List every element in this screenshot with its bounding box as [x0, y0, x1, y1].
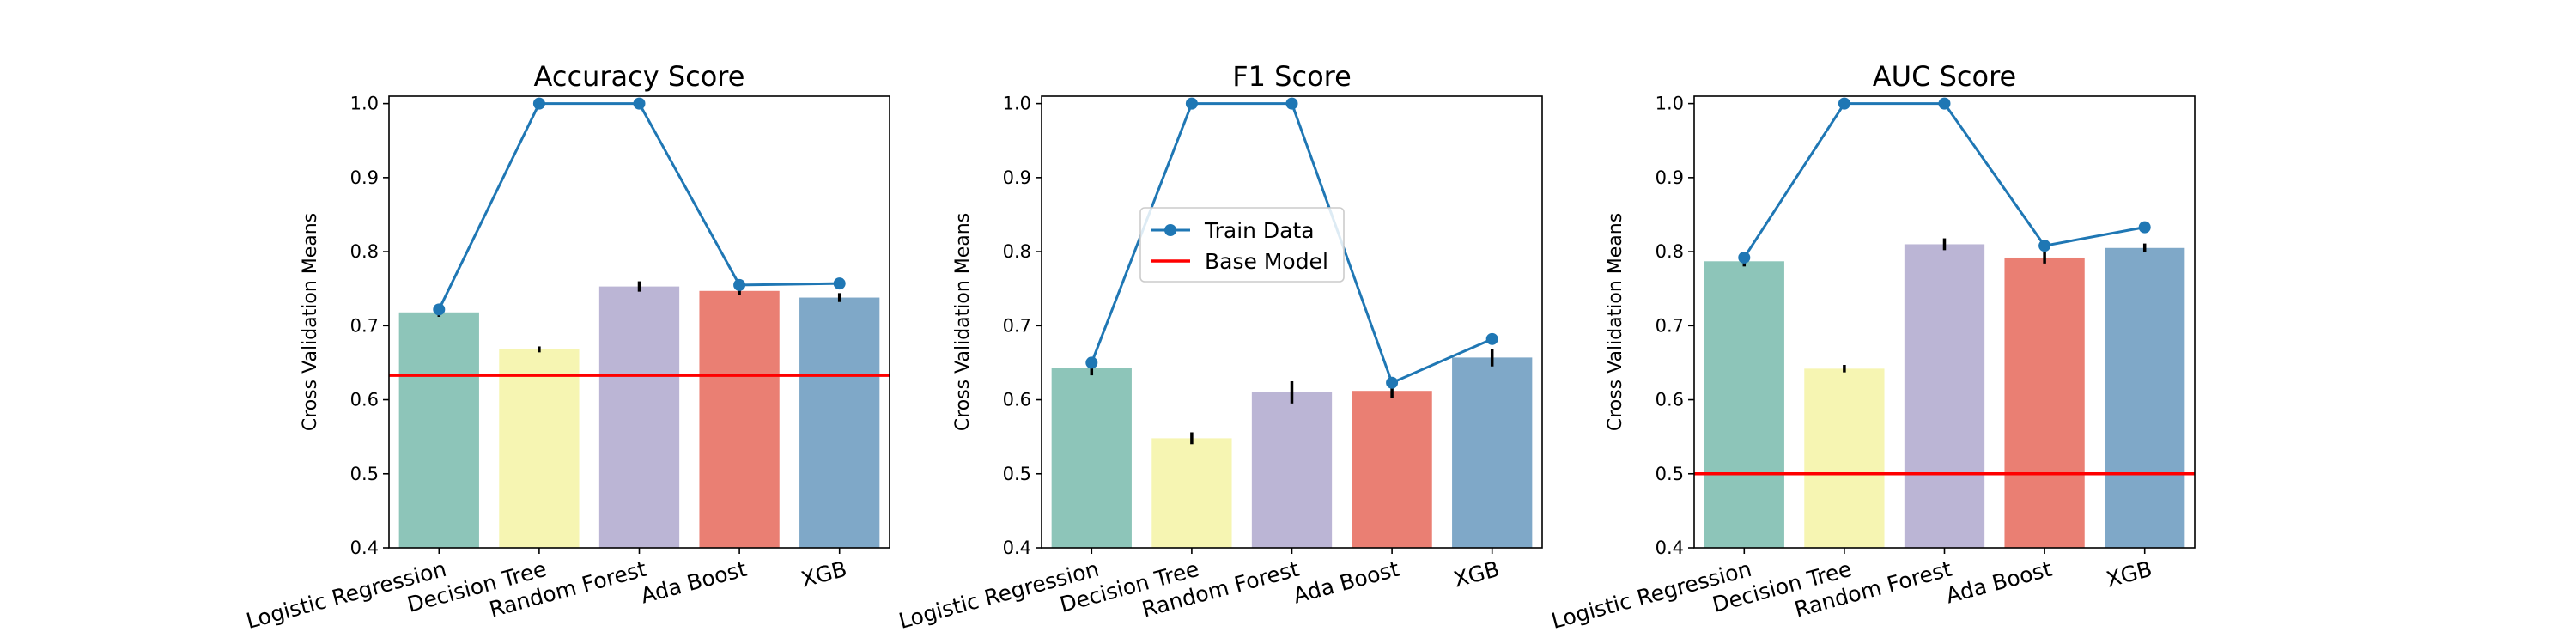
x-tick-label: XGB	[1451, 556, 1502, 592]
y-tick-label: 1.0	[350, 94, 379, 114]
train-data-point	[532, 97, 545, 110]
bar	[1151, 438, 1232, 548]
train-data-point	[1285, 97, 1298, 110]
y-tick-label: 1.0	[1003, 94, 1031, 114]
bar	[1251, 392, 1333, 548]
train-data-point	[1386, 376, 1399, 389]
bar	[2105, 247, 2185, 548]
y-tick-label: 0.8	[1656, 241, 1684, 262]
y-tick-label: 1.0	[1656, 94, 1684, 114]
panel-2: F1 Score Cross Validation Means 0.4 0.5 0.6 0…	[896, 60, 1543, 634]
train-data-point	[1485, 332, 1498, 345]
y-tick-label: 0.8	[1003, 241, 1031, 262]
y-tick-label: 0.6	[1003, 390, 1031, 410]
legend-train-marker	[1164, 224, 1176, 236]
y-tick-label: 0.7	[350, 315, 379, 336]
legend-box	[1139, 207, 1345, 283]
legend-label: Train Data	[1204, 218, 1315, 243]
panel-title: Accuracy Score	[534, 60, 745, 93]
bar	[1352, 391, 1432, 548]
train-data-line	[1743, 102, 2145, 258]
x-tick-label: Ada Boost	[1291, 556, 1402, 609]
y-tick-label: 0.9	[1656, 167, 1684, 188]
train-data-point	[2038, 240, 2051, 252]
panel-3: AUC Score Cross Validation Means 0.4 0.5 0.6…	[1549, 60, 2196, 634]
x-tick-label: Ada Boost	[1943, 556, 2055, 609]
y-axis-label: Cross Validation Means	[952, 213, 974, 431]
x-tick-label: XGB	[799, 556, 849, 592]
bar	[1452, 357, 1533, 548]
bar	[398, 312, 479, 548]
y-tick-label: 0.9	[350, 167, 379, 188]
x-tick-label: XGB	[2104, 556, 2154, 592]
train-data-point	[1085, 356, 1098, 369]
panel-1: Accuracy Score Cross Validation Means 0.4 0…	[244, 60, 890, 634]
y-tick-label: 0.4	[1003, 538, 1031, 558]
bar	[1804, 368, 1885, 548]
bar	[699, 290, 780, 548]
train-data-point	[633, 97, 646, 110]
train-data-point	[1185, 97, 1198, 110]
y-tick-label: 0.5	[1003, 464, 1031, 484]
train-data-point	[433, 303, 446, 316]
y-tick-label: 0.7	[1656, 315, 1684, 336]
bar	[1704, 261, 1784, 548]
y-tick-label: 0.5	[1656, 464, 1684, 484]
y-tick-label: 0.8	[350, 241, 379, 262]
y-axis-label: Cross Validation Means	[300, 213, 321, 431]
y-tick-label: 0.9	[1003, 167, 1031, 188]
y-tick-label: 0.4	[350, 538, 379, 558]
bar	[499, 349, 580, 548]
train-data-point	[1738, 251, 1751, 264]
train-data-point	[2138, 221, 2151, 234]
bar	[598, 286, 680, 548]
bar	[1051, 368, 1132, 548]
y-tick-label: 0.4	[1656, 538, 1684, 558]
y-axis-label: Cross Validation Means	[1605, 213, 1626, 431]
train-data-point	[1838, 97, 1850, 110]
bar	[2004, 257, 2085, 548]
train-data-line	[437, 102, 840, 310]
panel-title: F1 Score	[1232, 60, 1352, 93]
train-data-point	[1938, 97, 1951, 110]
y-tick-label: 0.6	[350, 390, 379, 410]
bar	[799, 297, 880, 548]
train-data-point	[733, 278, 746, 291]
legend: Train Data Base Model	[1139, 207, 1345, 283]
train-data-point	[833, 277, 846, 290]
panel-title: AUC Score	[1873, 60, 2016, 93]
bar	[1904, 244, 1985, 548]
y-tick-label: 0.6	[1656, 390, 1684, 410]
x-tick-label: Ada Boost	[638, 556, 750, 609]
legend-label: Base Model	[1205, 249, 1328, 274]
y-tick-label: 0.5	[350, 464, 379, 484]
y-tick-label: 0.7	[1003, 315, 1031, 336]
